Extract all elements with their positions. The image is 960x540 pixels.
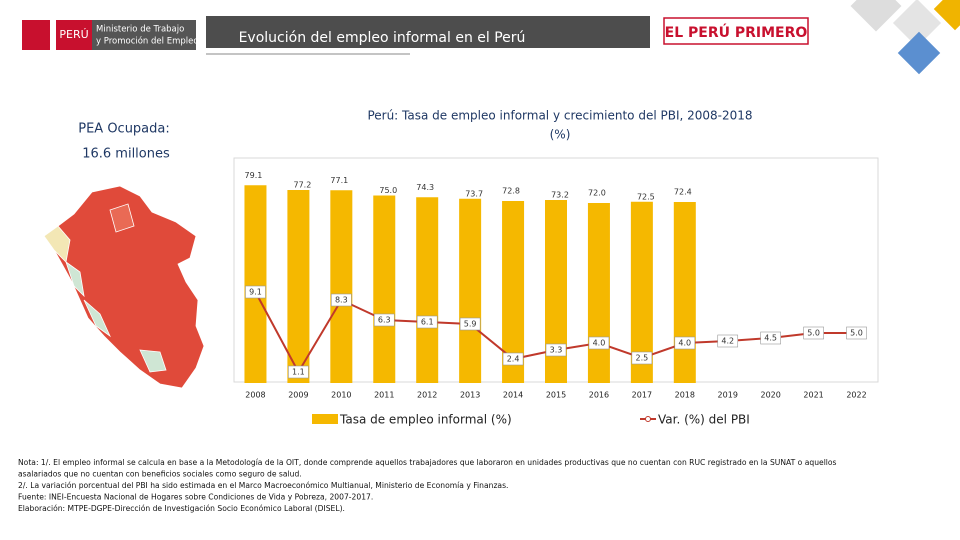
title-box [206, 16, 650, 48]
label-box [373, 313, 395, 327]
x-tick-label: 2012 [417, 391, 437, 400]
line-label: 3.3 [550, 346, 563, 355]
legend-marker [645, 416, 651, 422]
x-tick-label: 2021 [803, 391, 823, 400]
slogan: EL PERÚ PRIMERO [665, 23, 808, 41]
label-box [717, 334, 739, 348]
bar-label: 73.2 [551, 191, 569, 200]
line-label: 4.0 [678, 339, 691, 348]
x-tick-label: 2019 [718, 391, 738, 400]
bar [330, 190, 353, 383]
label-box [245, 285, 266, 299]
bar [502, 201, 525, 383]
country: PERÚ [59, 28, 88, 41]
label-box [588, 336, 610, 350]
line-label: 6.1 [421, 318, 434, 327]
x-tick-label: 2020 [760, 391, 780, 400]
bar-label: 77.1 [330, 176, 348, 185]
line-label: 5.9 [464, 320, 477, 329]
ministry-line: Ministerio de Trabajo [96, 25, 184, 35]
x-tick-label: 2010 [331, 391, 351, 400]
note: asalariados que no cuentan con beneficio… [18, 470, 302, 479]
decoration [850, 0, 960, 75]
label-box [288, 365, 309, 379]
line-label: 2.5 [635, 354, 648, 363]
slogan-box [663, 17, 809, 45]
chart-title: Perú: Tasa de empleo informal y crecimie… [367, 109, 752, 123]
legend-label: Tasa de empleo informal (%) [339, 413, 512, 427]
bar [287, 190, 310, 383]
label-box [674, 336, 696, 350]
bar-label: 73.7 [465, 189, 483, 198]
bar [673, 202, 696, 383]
note: 2/. La variación porcentual del PBI ha s… [18, 481, 508, 490]
note: Elaboración: MTPE-DGPE-Dirección de Inve… [18, 504, 345, 513]
legend-swatch [312, 414, 338, 424]
label-box [331, 293, 352, 307]
label-box [631, 351, 653, 365]
x-tick-label: 2015 [546, 391, 566, 400]
bar [244, 185, 267, 383]
x-tick-label: 2014 [503, 391, 523, 400]
x-tick-label: 2017 [632, 391, 652, 400]
label-box [545, 343, 567, 357]
bar [416, 197, 439, 383]
bar-label: 77.2 [293, 181, 311, 190]
label-box [459, 317, 481, 331]
line-label: 6.3 [378, 316, 391, 325]
x-tick-label: 2009 [288, 391, 308, 400]
chart-subtitle: (%) [550, 128, 571, 142]
bar [545, 200, 567, 383]
line-label: 8.3 [335, 296, 348, 305]
bar-label: 75.0 [379, 186, 397, 195]
line-label: 9.1 [249, 288, 262, 297]
x-tick-label: 2016 [589, 391, 609, 400]
bar [630, 201, 653, 383]
line-label: 1.1 [292, 368, 305, 377]
bar-label: 74.3 [416, 183, 434, 192]
note: Nota: 1/. El empleo informal se calcula … [18, 458, 837, 467]
ministry-line: y Promoción del Empleo [96, 36, 199, 47]
pea-label: PEA Ocupada: [78, 122, 170, 137]
line-label: 5.0 [850, 329, 863, 338]
x-tick-label: 2022 [846, 391, 866, 400]
legend-label: Var. (%) del PBI [658, 413, 750, 427]
bar [459, 198, 482, 383]
label-box [803, 326, 824, 340]
bar-label: 72.4 [674, 188, 692, 197]
bar-label: 72.8 [502, 187, 520, 196]
bar-label: 72.0 [588, 189, 606, 198]
line-label: 4.2 [721, 337, 734, 346]
bar [587, 203, 610, 383]
label-box [760, 331, 781, 345]
label-box [502, 352, 524, 366]
ministry-box [92, 20, 196, 50]
line-label: 4.5 [764, 334, 777, 343]
x-tick-label: 2008 [245, 391, 265, 400]
bar-label: 72.5 [637, 192, 655, 201]
x-tick-label: 2013 [460, 391, 480, 400]
map [43, 185, 205, 389]
x-tick-label: 2011 [374, 391, 394, 400]
line-label: 2.4 [507, 355, 520, 364]
page-title: Evolución del empleo informal en el Perú [239, 30, 526, 46]
note: Fuente: INEI-Encuesta Nacional de Hogare… [18, 493, 373, 502]
line-label: 5.0 [807, 329, 820, 338]
bar [373, 195, 396, 383]
label-box [416, 315, 438, 329]
emblem [22, 20, 50, 50]
line-label: 4.0 [593, 339, 606, 348]
pea-value: 16.6 millones [82, 147, 170, 162]
country-box [56, 20, 92, 50]
x-tick-label: 2018 [675, 391, 695, 400]
bar-label: 79.1 [245, 171, 263, 180]
label-box [846, 326, 867, 340]
